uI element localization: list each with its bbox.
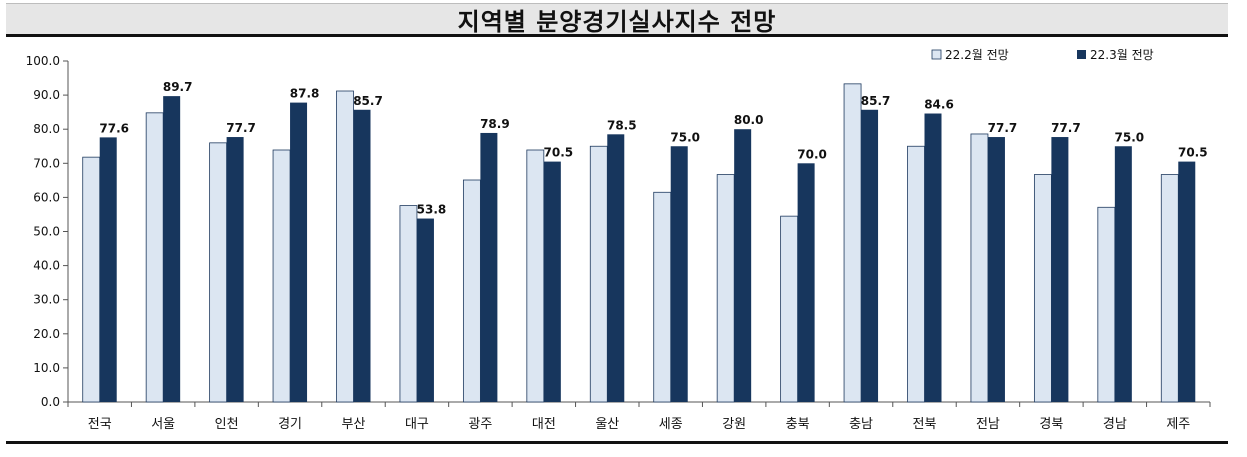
y-tick-label: 10.0 (33, 361, 60, 375)
bar-feb (780, 215, 799, 403)
bar-mar (543, 161, 561, 402)
x-tick-label: 대전 (532, 417, 556, 432)
x-tick-label: 경북 (1039, 417, 1063, 432)
x-tick-label: 경기 (278, 417, 302, 432)
bar-mar (607, 134, 625, 402)
legend-label-mar: 22.3월 전망 (1090, 48, 1154, 62)
data-label: 77.7 (988, 121, 1018, 135)
bar-feb (716, 174, 735, 403)
bar-feb (272, 149, 291, 403)
x-tick-label: 강원 (722, 417, 746, 432)
data-label: 53.8 (417, 203, 447, 217)
x-tick-label: 세종 (659, 417, 683, 432)
bar-feb (589, 145, 608, 403)
data-label: 77.7 (226, 121, 256, 135)
y-tick-label: 0.0 (41, 395, 60, 409)
y-tick-label: 40.0 (33, 259, 60, 273)
data-label: 87.8 (290, 87, 320, 101)
y-tick-label: 70.0 (33, 156, 60, 170)
legend-label-feb: 22.2월 전망 (945, 48, 1009, 62)
bar-mar (861, 109, 879, 402)
bar-mar (416, 218, 434, 402)
bar-mar (1114, 146, 1132, 402)
legend-swatch-feb (931, 49, 942, 60)
bar-mar (1051, 137, 1069, 402)
bar-mar (99, 137, 117, 402)
data-label: 89.7 (163, 80, 193, 94)
y-tick-label: 20.0 (33, 327, 60, 341)
bar-feb (1033, 174, 1052, 403)
axes: 0.0 10.0 20.0 30.0 40.0 50.0 60.0 70.0 80.0 90.0 1… (26, 54, 1211, 432)
bar-feb (145, 112, 164, 403)
x-tick-label: 인천 (215, 417, 239, 432)
x-tick-label: 서울 (151, 417, 175, 432)
data-label: 75.0 (670, 130, 700, 144)
data-label: 78.9 (480, 117, 510, 131)
bar-feb (336, 90, 354, 403)
bar-mar (1178, 161, 1196, 402)
x-tick-label: 제주 (1166, 417, 1190, 432)
bar-feb (209, 142, 228, 403)
x-tick-label: 광주 (468, 417, 492, 432)
y-tick-label: 90.0 (33, 88, 60, 102)
data-label: 75.0 (1115, 130, 1145, 144)
bar-mar (734, 129, 752, 402)
x-tick-label: 울산 (595, 417, 619, 432)
data-labels: 77.6 89.7 77.7 87.8 85.7 53.8 78.9 70.5 78.5 75.0… (99, 80, 1207, 216)
bar-feb (843, 83, 862, 403)
x-tick-label: 충남 (849, 417, 873, 432)
bar-feb (907, 145, 925, 403)
bar-mar (226, 137, 244, 402)
data-label: 70.5 (1178, 146, 1208, 160)
x-tick-label: 대구 (405, 417, 429, 432)
y-tick-label: 60.0 (33, 190, 60, 204)
y-tick-label: 80.0 (33, 122, 60, 136)
data-label: 77.6 (99, 121, 129, 135)
chart-title: 지역별 분양경기실사지수 전망 (457, 7, 777, 36)
bar-feb (653, 191, 672, 403)
bar-mar (353, 109, 371, 402)
bar-feb (462, 179, 481, 403)
bar-feb (526, 149, 545, 403)
bar-mar (480, 132, 498, 403)
bar-mar (670, 146, 688, 402)
x-tick-label: 전국 (88, 417, 112, 432)
bar-feb (399, 205, 418, 403)
chart-title-bar: 지역별 분양경기실사지수 전망 (6, 3, 1228, 37)
bar-feb (1097, 206, 1116, 403)
x-tick-label: 경남 (1103, 417, 1127, 432)
bar-mar (163, 96, 181, 403)
bar-feb (970, 133, 989, 403)
legend-swatch-mar (1077, 50, 1086, 59)
y-tick-label: 50.0 (33, 225, 60, 239)
bar-mar (987, 137, 1005, 402)
bar-feb (82, 156, 101, 403)
data-label: 84.6 (924, 98, 954, 112)
bar-mar (924, 113, 942, 402)
x-tick-label: 전남 (976, 417, 1000, 432)
data-label: 85.7 (861, 94, 891, 108)
data-label: 78.5 (607, 118, 637, 132)
x-tick-label: 충북 (786, 417, 810, 432)
bar-feb (1160, 174, 1179, 403)
data-label: 70.5 (544, 146, 574, 160)
data-label: 85.7 (353, 94, 383, 108)
legend: 22.2월 전망 22.3월 전망 (931, 48, 1154, 62)
x-tick-label: 전북 (913, 417, 937, 432)
x-tick-label: 부산 (342, 417, 366, 432)
y-tick-label: 30.0 (33, 293, 60, 307)
data-label: 70.0 (797, 147, 827, 161)
bars (82, 83, 1196, 403)
y-tick-label: 100.0 (26, 54, 60, 68)
bottom-rule (6, 441, 1228, 444)
data-label: 80.0 (734, 113, 764, 127)
bar-mar (797, 163, 815, 402)
data-label: 77.7 (1051, 121, 1081, 135)
bar-mar (290, 102, 308, 403)
